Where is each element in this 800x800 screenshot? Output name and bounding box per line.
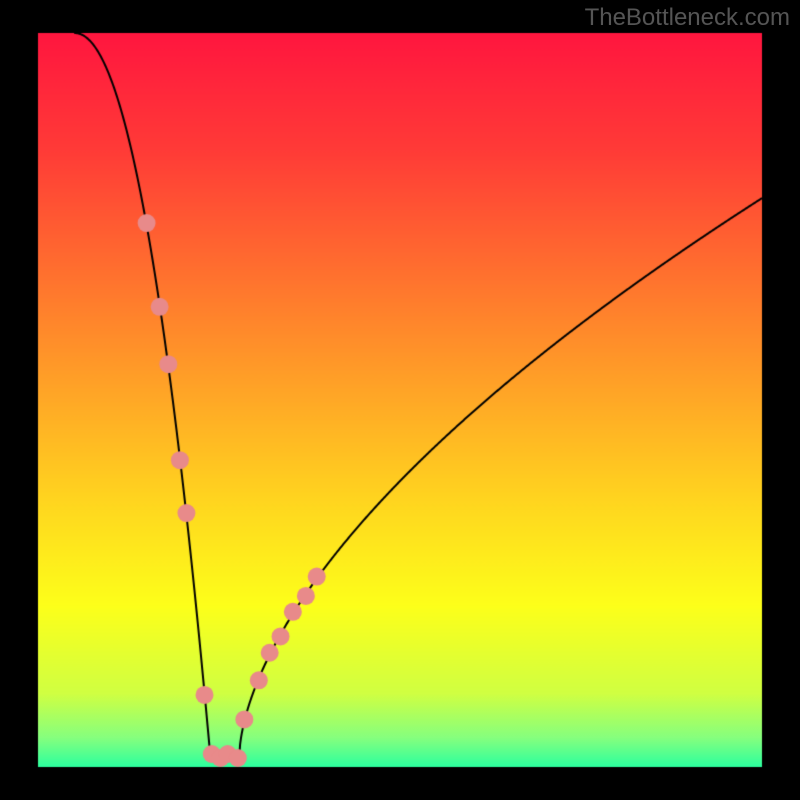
bottleneck-curve-chart	[0, 0, 800, 800]
chart-frame: TheBottleneck.com	[0, 0, 800, 800]
watermark-text: TheBottleneck.com	[585, 4, 790, 32]
